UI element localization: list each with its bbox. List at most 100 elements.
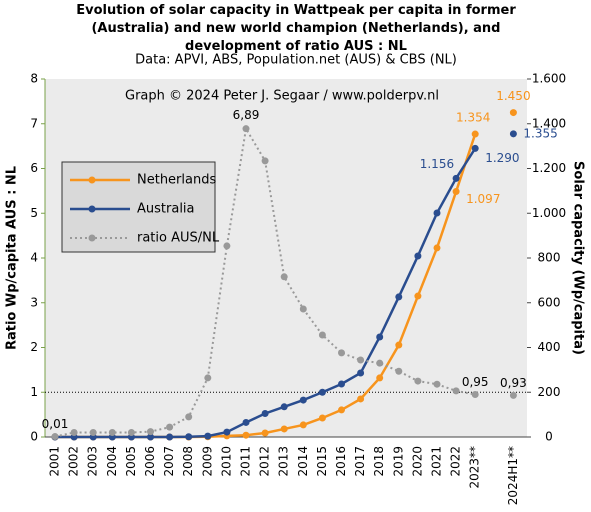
x-tick-label: 2015 (315, 446, 329, 477)
legend-marker (88, 234, 96, 242)
data-point (280, 403, 288, 411)
y-tick-label: 8 (30, 72, 38, 86)
data-label: 1.097 (466, 192, 500, 206)
data-point (147, 428, 154, 436)
data-point (357, 356, 365, 364)
data-point (261, 429, 269, 437)
data-point (414, 292, 422, 300)
y2-axis-label: Solar capacity (Wp/capita) (571, 161, 586, 355)
y-tick-label: 2 (30, 340, 38, 354)
data-point (433, 380, 441, 388)
data-label: 0,01 (42, 417, 69, 431)
x-tick-label: 2005 (124, 446, 138, 477)
data-point (261, 157, 269, 165)
data-point (299, 396, 307, 404)
data-point (70, 429, 78, 437)
data-point (242, 125, 250, 133)
y2-tick-label: 0 (545, 430, 553, 444)
x-tick-label: 2019 (391, 446, 405, 477)
data-point (338, 406, 345, 414)
data-point (395, 293, 403, 301)
x-tick-label: 2014 (296, 446, 310, 477)
data-point (452, 387, 460, 395)
data-label: 1.290 (485, 151, 519, 165)
x-tick-label: 2018 (372, 446, 386, 477)
data-label: 1.354 (456, 111, 490, 125)
y2-tick-label: 1.000 (532, 206, 566, 220)
data-point (185, 433, 193, 441)
annotation: Graph © 2024 Peter J. Segaar / www.polde… (125, 89, 439, 104)
data-point (127, 429, 135, 437)
x-tick-label: 2007 (162, 446, 176, 477)
y2-tick-label: 400 (538, 340, 561, 354)
x-tick-label: 2010 (219, 446, 233, 477)
y-tick-label: 3 (30, 295, 38, 309)
y-tick-label: 0 (30, 430, 38, 444)
y-tick-label: 6 (30, 161, 38, 175)
data-point (204, 374, 212, 382)
y2-tick-label: 1.400 (532, 116, 566, 130)
x-tick-label: 2003 (86, 446, 100, 477)
x-tick-label: 2013 (277, 446, 291, 477)
x-tick-label: 2006 (143, 446, 157, 477)
data-point (299, 305, 307, 313)
data-point (452, 174, 460, 182)
data-point (280, 273, 288, 281)
x-tick-label: 2012 (258, 446, 272, 477)
x-tick-label: 2017 (353, 446, 367, 477)
data-point (357, 369, 365, 377)
x-tick-label: 2023** (468, 446, 482, 489)
data-point (395, 367, 403, 375)
data-point (414, 252, 422, 260)
x-tick-label: 2008 (181, 446, 195, 477)
x-tick-label: 2021 (430, 446, 444, 477)
x-tick-label: 2016 (334, 446, 348, 477)
data-label: 6,89 (233, 108, 260, 122)
data-point (357, 395, 365, 403)
data-point (261, 410, 269, 418)
x-tick-label: 2002 (67, 446, 81, 477)
data-point (452, 188, 460, 196)
data-label: 1.450 (496, 89, 530, 103)
x-tick-label: 2020 (410, 446, 424, 477)
data-point (166, 423, 174, 431)
data-point (280, 425, 288, 433)
data-point (433, 209, 441, 217)
legend-label: Australia (137, 202, 195, 217)
data-point (376, 333, 384, 341)
data-point (471, 390, 479, 398)
y2-tick-label: 1.600 (532, 72, 566, 86)
data-point (471, 144, 479, 152)
data-point (318, 331, 326, 339)
data-point (471, 130, 479, 138)
data-point (108, 429, 116, 437)
data-point (204, 432, 212, 440)
data-point (147, 433, 154, 441)
y-tick-label: 5 (30, 206, 38, 220)
data-label: 0,95 (462, 375, 489, 389)
legend (61, 161, 216, 253)
x-tick-label: 2024H1** (506, 446, 520, 505)
data-point (395, 341, 403, 349)
data-point (299, 421, 307, 429)
data-point (242, 431, 250, 439)
chart-subtitle: Data: APVI, ABS, Population.net (AUS) & … (135, 53, 457, 68)
data-point (51, 433, 59, 441)
data-point (338, 349, 345, 357)
legend-label: ratio AUS/NL (137, 231, 220, 246)
x-tick-label: 2011 (239, 446, 253, 477)
y2-tick-label: 800 (538, 251, 561, 265)
chart-title: Evolution of solar capacity in Wattpeak … (76, 3, 516, 54)
data-label: 1.156 (420, 157, 454, 171)
y2-tick-label: 200 (538, 385, 561, 399)
data-point (509, 130, 517, 138)
data-point (223, 242, 231, 250)
data-point (414, 377, 422, 385)
y2-tick-label: 1.200 (532, 161, 566, 175)
data-point (166, 433, 174, 441)
data-point (242, 418, 250, 426)
data-label: 0,93 (500, 376, 527, 390)
y-tick-label: 1 (30, 385, 38, 399)
data-point (318, 414, 326, 422)
